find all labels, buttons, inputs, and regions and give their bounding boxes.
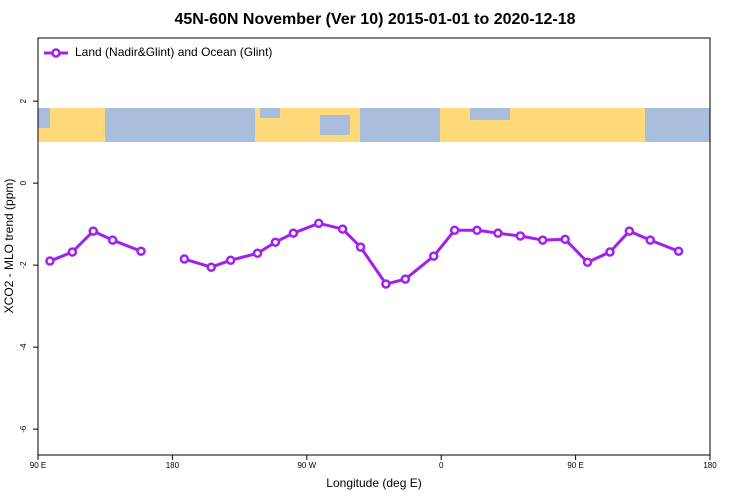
series-marker [582, 257, 593, 268]
series-marker [381, 279, 391, 289]
series-marker [472, 225, 482, 236]
series-marker [337, 224, 348, 234]
series-marker [355, 242, 366, 252]
y-tick-label: 0 [19, 180, 28, 185]
legend-marker [51, 48, 61, 58]
map-ocean [470, 108, 510, 120]
series-marker [493, 228, 503, 238]
x-tick-label: 90 W [297, 461, 316, 470]
series-marker [428, 251, 439, 261]
series-marker [515, 231, 526, 241]
x-tick-label: 90 E [30, 461, 46, 470]
series-marker [206, 262, 216, 272]
map-ocean [645, 108, 710, 142]
chart-title: 45N-60N November (Ver 10) 2015-01-01 to … [174, 11, 575, 28]
x-tick-label: 90 E [567, 461, 583, 470]
map-ocean [38, 108, 50, 128]
x-axis-label: Longitude (deg E) [326, 476, 421, 490]
map-ocean [360, 108, 440, 142]
series-marker [449, 225, 460, 236]
plot-frame [37, 37, 711, 456]
series-marker [313, 218, 324, 229]
series-marker [252, 248, 263, 259]
series-marker [400, 274, 411, 284]
series-marker [288, 228, 299, 238]
series-marker [624, 226, 635, 236]
map-ocean [105, 108, 255, 142]
series-marker [45, 256, 55, 266]
series-marker [179, 254, 190, 264]
series-marker [537, 235, 548, 245]
x-tick-label: 0 [439, 461, 444, 470]
map-ocean [320, 115, 350, 135]
x-tick-label: 180 [703, 461, 717, 470]
y-tick-label: -2 [19, 261, 28, 269]
series-marker [605, 247, 615, 257]
series-marker [107, 235, 118, 245]
map-ocean [260, 108, 280, 118]
map-band [38, 108, 710, 142]
series-marker [645, 235, 656, 245]
series-marker [560, 234, 570, 245]
y-tick-label: -4 [19, 343, 28, 351]
series-marker [88, 226, 99, 236]
series-marker [673, 246, 684, 256]
series-marker [136, 246, 146, 256]
x-tick-label: 180 [166, 461, 180, 470]
y-tick-label: -6 [19, 425, 28, 433]
series-marker [67, 247, 78, 257]
series-marker [225, 255, 236, 265]
y-tick-label: 2 [19, 98, 28, 103]
legend-label: Land (Nadir&Glint) and Ocean (Glint) [75, 45, 272, 59]
series-marker [270, 237, 281, 247]
y-axis-label: XCO2 - MLO trend (ppm) [2, 179, 16, 314]
